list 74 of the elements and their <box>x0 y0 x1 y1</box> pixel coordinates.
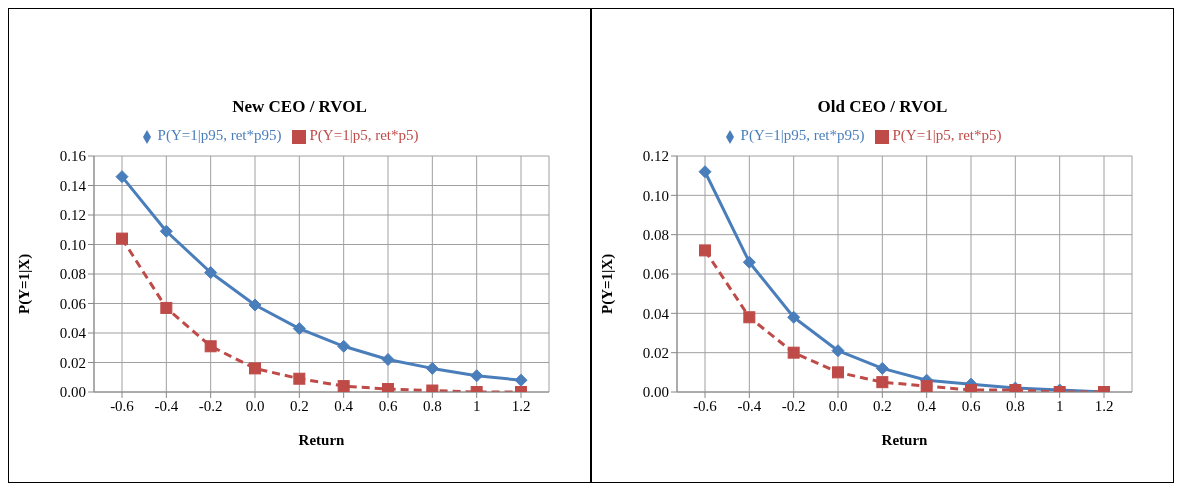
point <box>787 346 800 359</box>
x-tick-label: 1.2 <box>511 397 531 414</box>
legend-label: P(Y=1|p95, ret*p95) <box>740 127 865 143</box>
y-axis-title: P(Y=1|X) <box>16 253 34 314</box>
y-axis-title: P(Y=1|X) <box>599 253 617 314</box>
y-tick-label: 0.02 <box>642 344 669 361</box>
point <box>470 369 484 383</box>
point <box>160 301 173 314</box>
y-tick-label: 0.16 <box>59 148 87 165</box>
chart-title: New CEO / RVOL <box>231 97 368 117</box>
x-tick-label: 0.0 <box>245 397 265 414</box>
x-tick-label: 0.4 <box>917 397 937 414</box>
point <box>249 362 261 375</box>
y-tick-label: 0.06 <box>642 266 670 283</box>
x-tick-label: 0.4 <box>334 397 354 414</box>
point <box>787 310 801 324</box>
chart-title: Old CEO / RVOL <box>816 97 949 117</box>
point <box>337 380 350 392</box>
x-tick-label: -0.6 <box>110 397 135 414</box>
point <box>337 339 351 353</box>
y-tick-label: 0.04 <box>59 325 87 342</box>
legend-label: P(Y=1|p5, ret*p5) <box>892 127 1002 143</box>
y-tick-label: 0.12 <box>59 207 86 224</box>
point <box>116 232 128 245</box>
x-tick-label: -0.6 <box>693 397 718 414</box>
x-tick-label: 1 <box>472 397 481 414</box>
x-tick-label: -0.4 <box>737 397 762 414</box>
point <box>742 255 756 269</box>
x-tick-label: 1.2 <box>1094 397 1114 414</box>
y-tick-label: 0.14 <box>59 177 87 194</box>
y-tick-label: 0.02 <box>59 354 86 371</box>
x-tick-label: 0.2 <box>872 397 892 414</box>
x-tick-label: 1 <box>1055 397 1064 414</box>
point <box>204 340 217 353</box>
y-tick-label: 0.00 <box>642 384 669 401</box>
point <box>876 376 889 389</box>
legend-label: P(Y=1|p5, ret*p5) <box>309 127 419 143</box>
point <box>699 244 711 257</box>
point <box>292 322 306 336</box>
x-tick-label: 0.8 <box>422 397 442 414</box>
point <box>698 165 712 179</box>
point <box>293 372 306 385</box>
point <box>832 366 844 379</box>
x-tick-label: 0.6 <box>961 397 981 414</box>
x-tick-label: -0.2 <box>198 397 223 414</box>
point <box>381 353 395 367</box>
y-tick-label: 0.08 <box>59 266 86 283</box>
y-tick-label: 0.10 <box>59 236 86 253</box>
y-tick-label: 0.08 <box>642 226 669 243</box>
x-axis-title: Return <box>881 432 929 448</box>
y-tick-label: 0.04 <box>642 305 670 322</box>
y-tick-label: 0.00 <box>59 384 86 401</box>
point <box>382 383 394 392</box>
point <box>115 170 129 184</box>
point <box>514 373 528 387</box>
point <box>248 298 262 312</box>
y-tick-label: 0.10 <box>642 187 669 204</box>
x-tick-label: 0.8 <box>1005 397 1025 414</box>
x-tick-label: -0.4 <box>154 397 179 414</box>
y-tick-label: 0.12 <box>642 148 669 165</box>
point <box>425 361 439 375</box>
x-tick-label: 0.0 <box>828 397 848 414</box>
x-tick-label: 0.2 <box>289 397 309 414</box>
y-tick-label: 0.06 <box>59 295 87 312</box>
point <box>204 266 218 280</box>
x-tick-label: -0.2 <box>781 397 806 414</box>
x-tick-label: 0.6 <box>378 397 398 414</box>
point <box>875 361 889 375</box>
point <box>159 224 173 238</box>
x-axis-title: Return <box>298 432 346 448</box>
point <box>831 344 845 358</box>
point <box>920 380 933 392</box>
legend-label: P(Y=1|p95, ret*p95) <box>157 127 282 143</box>
point <box>743 311 756 324</box>
